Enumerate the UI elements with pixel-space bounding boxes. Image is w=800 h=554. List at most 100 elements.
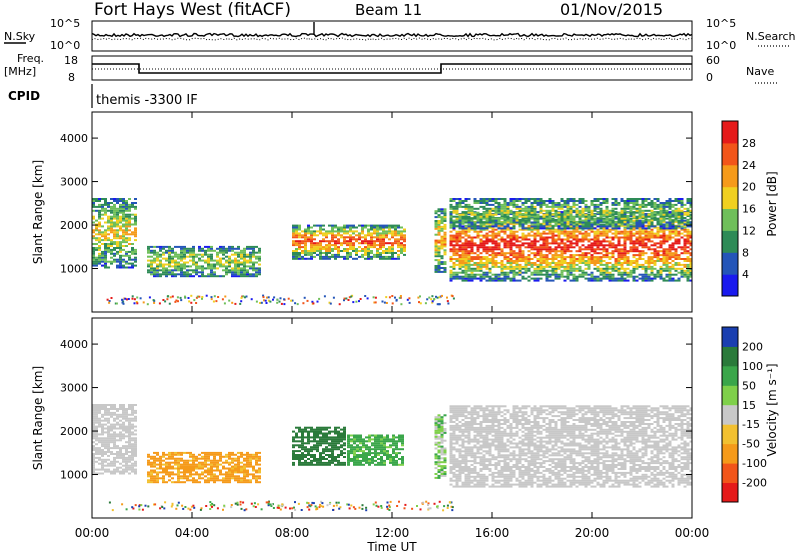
power-cell <box>533 207 537 210</box>
power-cell <box>680 275 684 278</box>
power-cell <box>572 230 576 233</box>
power-cell <box>599 279 603 282</box>
power-cell <box>304 244 307 247</box>
power-cell <box>548 219 552 222</box>
power-cell <box>560 224 564 227</box>
power-cell <box>677 254 681 257</box>
velocity-cell <box>92 445 95 448</box>
power-cell <box>518 211 522 214</box>
power-cell <box>279 297 282 300</box>
power-cell <box>488 230 492 233</box>
power-cell <box>641 203 645 206</box>
power-cell <box>346 230 349 233</box>
power-cell <box>95 239 98 242</box>
power-cell <box>449 230 453 233</box>
power-cell <box>638 258 642 260</box>
power-cell <box>491 262 495 264</box>
power-cell <box>569 224 573 227</box>
power-cell <box>593 232 597 235</box>
power-cell <box>119 243 122 245</box>
power-cell <box>397 257 400 260</box>
power-cell <box>394 226 397 229</box>
power-cell <box>183 267 186 270</box>
power-cell <box>620 279 624 282</box>
power-cell <box>563 275 567 278</box>
power-cell <box>686 209 690 212</box>
power-cell <box>662 225 666 228</box>
power-cell <box>310 226 313 229</box>
power-cell <box>557 221 561 224</box>
nsky-label: N.Sky <box>4 30 36 43</box>
power-cell <box>458 236 462 239</box>
power-cell <box>491 209 495 212</box>
power-cell <box>581 232 585 235</box>
power-cell <box>128 213 131 216</box>
power-cell <box>252 261 255 264</box>
power-cell <box>500 209 504 212</box>
power-cell <box>611 207 615 210</box>
power-cell <box>533 209 537 212</box>
power-cell <box>614 221 618 224</box>
power-cell <box>101 256 104 259</box>
power-cell <box>104 209 107 212</box>
power-cell <box>95 223 98 226</box>
power-cell <box>370 234 373 237</box>
power-cell <box>340 242 343 245</box>
power-cell <box>605 213 609 216</box>
power-cell <box>578 273 582 276</box>
power-cell <box>352 246 355 249</box>
power-cell <box>650 267 654 270</box>
power-cell <box>400 236 403 239</box>
power-cell <box>560 256 564 259</box>
power-cell <box>632 225 636 228</box>
power-cell <box>470 246 474 249</box>
power-cell <box>464 198 468 200</box>
power-cell <box>569 205 573 208</box>
power-cell <box>581 271 585 274</box>
power-cell <box>482 236 486 239</box>
power-cell <box>464 217 468 220</box>
power-cell <box>98 209 101 212</box>
power-cell <box>189 259 192 262</box>
power-cell <box>557 213 561 216</box>
power-cell <box>391 252 394 254</box>
power-cell <box>596 228 600 231</box>
power-cell <box>560 252 564 255</box>
power-cell <box>626 279 630 282</box>
power-cell <box>644 200 648 202</box>
power-cell <box>533 223 537 226</box>
power-cell <box>629 269 633 272</box>
power-cell <box>334 240 337 243</box>
power-cell <box>298 240 301 243</box>
power-cell <box>518 252 522 255</box>
power-cell <box>440 270 444 273</box>
power-cell <box>635 267 639 270</box>
power-cell <box>119 248 122 251</box>
power-cell <box>122 248 125 251</box>
power-cell <box>488 271 492 274</box>
power-cell <box>334 257 337 260</box>
power-cell <box>433 298 436 300</box>
power-cell <box>316 244 319 247</box>
colorbar-swatch <box>722 252 738 275</box>
velocity-cell <box>128 460 131 463</box>
power-cell <box>509 262 513 264</box>
velocity-cell <box>95 419 98 422</box>
power-cell <box>125 233 128 236</box>
power-cell <box>223 302 226 305</box>
power-cell <box>635 230 639 233</box>
power-cell <box>560 223 564 226</box>
power-cell <box>491 203 495 206</box>
power-cell <box>683 265 687 268</box>
power-cell <box>632 205 636 208</box>
power-cell <box>237 251 240 254</box>
power-cell <box>566 275 570 278</box>
power-cell <box>397 230 400 233</box>
power-cell <box>554 209 558 212</box>
power-cell <box>464 277 468 280</box>
power-cell <box>370 226 373 229</box>
power-colorbar-label: Power [dB] <box>765 171 779 236</box>
power-cell <box>397 232 400 235</box>
power-cell <box>298 252 301 254</box>
power-cell <box>683 230 687 233</box>
